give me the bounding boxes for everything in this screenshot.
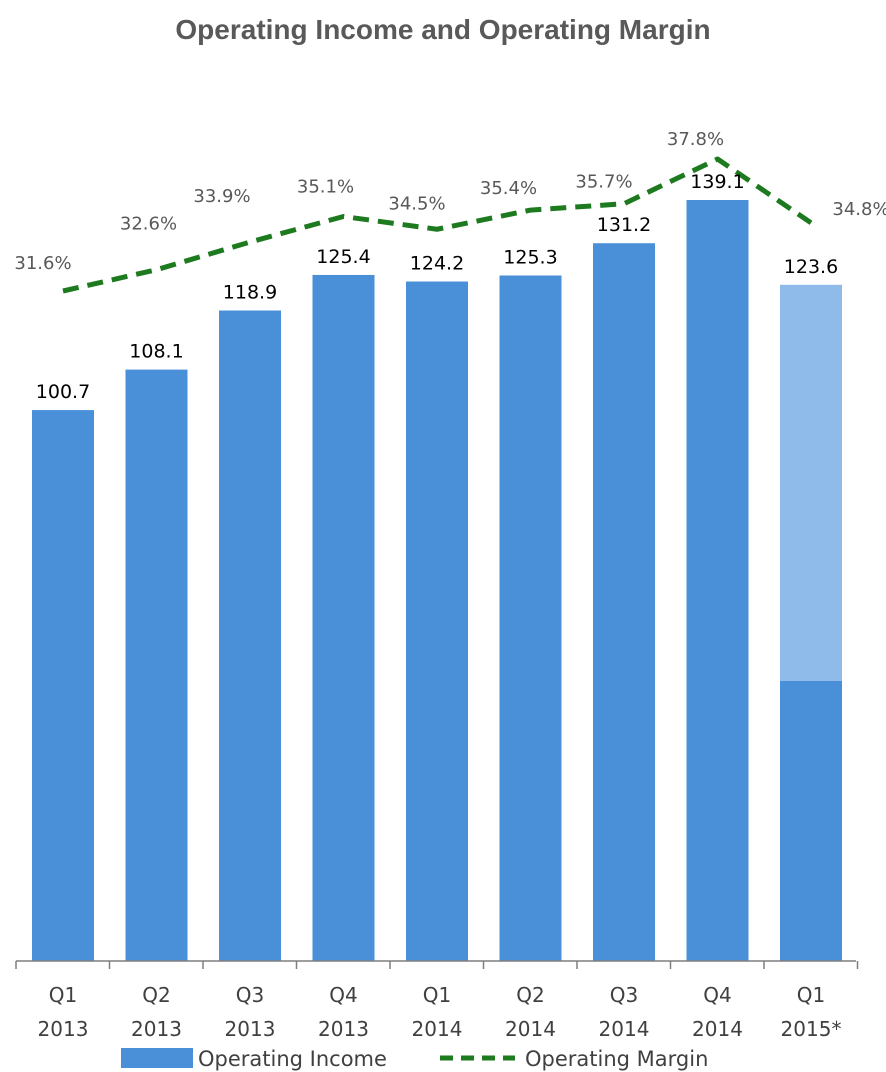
x-tick-label-year-0: 2013	[38, 1017, 89, 1041]
labels-layer: 100.7 108.1 118.9 125.4 124.2 125.3 131.2 139.1…	[14, 129, 886, 403]
margin-value-label-4: 34.5%	[388, 193, 445, 214]
x-tick-label-quarter-5: Q2	[516, 983, 544, 1007]
bar-8-lower	[780, 680, 842, 961]
bar-value-label-1: 108.1	[129, 341, 183, 363]
x-tick-label-year-3: 2013	[318, 1017, 369, 1041]
x-tick-label-quarter-7: Q4	[703, 983, 731, 1007]
bar-5	[499, 275, 562, 962]
bar-value-label-0: 100.7	[36, 381, 90, 403]
x-tick-label-year-5: 2014	[505, 1017, 556, 1041]
x-tick-label-quarter-1: Q2	[142, 983, 170, 1007]
bar-value-label-2: 118.9	[223, 282, 277, 304]
margin-value-label-8: 34.8%	[832, 199, 886, 220]
bar-0	[32, 410, 94, 961]
x-tick-label-year-8: 2015*	[781, 1017, 842, 1041]
bar-value-label-4: 124.2	[410, 253, 464, 275]
x-tick-label-quarter-3: Q4	[329, 983, 357, 1007]
bar-4	[406, 281, 468, 961]
x-tick-label-quarter-0: Q1	[49, 983, 77, 1007]
x-tick-label-year-2: 2013	[225, 1017, 276, 1041]
x-axis: Q1 2013 Q2 2013 Q3 2013 Q4 2013 Q1 2014 Q2 2014 Q3 20…	[15, 960, 859, 1041]
bar-2	[219, 310, 281, 962]
bar-1	[125, 369, 188, 961]
margin-line-layer	[62, 156, 813, 294]
legend: Operating Income Operating Margin	[121, 1047, 708, 1071]
bars-layer	[32, 200, 842, 962]
bar-8-upper	[780, 284, 842, 681]
legend-label-operating-margin: Operating Margin	[525, 1047, 708, 1071]
bar-value-label-7: 139.1	[690, 171, 744, 193]
margin-value-label-6: 35.7%	[575, 172, 632, 193]
x-tick-label-quarter-2: Q3	[236, 983, 264, 1007]
bar-value-label-3: 125.4	[316, 246, 370, 268]
legend-label-operating-income: Operating Income	[198, 1047, 387, 1071]
margin-line	[62, 156, 813, 294]
bar-7	[686, 200, 749, 961]
bar-value-label-5: 125.3	[503, 246, 557, 268]
x-tick-label-year-4: 2014	[412, 1017, 463, 1041]
bar-6	[593, 243, 655, 962]
margin-value-label-3: 35.1%	[297, 176, 354, 197]
chart-title: Operating Income and Operating Margin	[175, 14, 711, 45]
x-tick-label-quarter-8: Q1	[797, 983, 825, 1007]
margin-value-label-0: 31.6%	[14, 253, 71, 274]
x-tick-label-year-1: 2013	[131, 1017, 182, 1041]
x-tick-label-year-7: 2014	[692, 1017, 743, 1041]
bar-value-label-8: 123.6	[784, 256, 838, 278]
x-tick-label-year-6: 2014	[599, 1017, 650, 1041]
margin-value-label-1: 32.6%	[120, 214, 177, 235]
x-tick-label-quarter-4: Q1	[423, 983, 451, 1007]
legend-swatch-operating-income	[121, 1048, 193, 1068]
bar-3	[312, 274, 375, 961]
bar-value-label-6: 131.2	[597, 214, 651, 236]
margin-value-label-5: 35.4%	[480, 178, 537, 199]
margin-value-label-7: 37.8%	[667, 129, 724, 150]
x-tick-label-quarter-6: Q3	[610, 983, 638, 1007]
margin-value-label-2: 33.9%	[193, 186, 250, 207]
